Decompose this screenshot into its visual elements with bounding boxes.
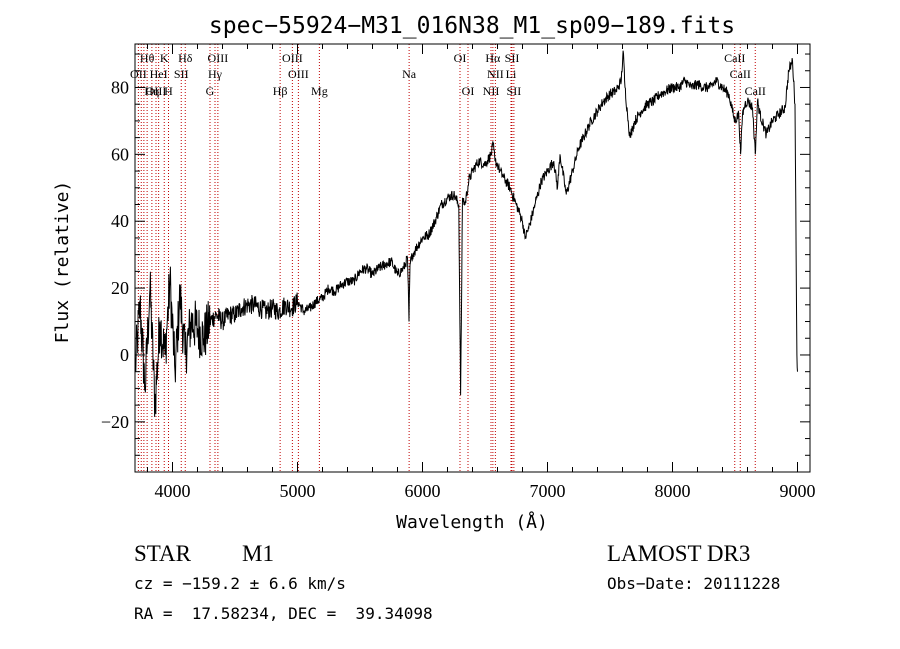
chart-title: spec−55924−M31_016N38_M1_sp09−189.fits (209, 13, 735, 39)
emission-line-label: OI (454, 51, 467, 65)
emission-line-label: OIII (288, 67, 309, 81)
emission-line-label: OII (130, 67, 147, 81)
emission-line-label: Hδ (178, 51, 193, 65)
emission-line-label: CaII (724, 51, 745, 65)
emission-line-label: Hβ (273, 84, 288, 98)
emission-line-label: CaII (730, 67, 751, 81)
emission-line-label: CaII (745, 84, 766, 98)
x-tick-label: 6000 (405, 481, 441, 501)
emission-line-label: OI (462, 84, 475, 98)
emission-line-label: OIII (208, 51, 229, 65)
x-tick-label: 5000 (280, 481, 316, 501)
object-class: STAR (134, 541, 191, 566)
emission-line-label: SII (505, 51, 520, 65)
emission-line-label: G (206, 84, 215, 98)
emission-line-label: Hγ (208, 67, 223, 81)
survey-name: LAMOST DR3 (607, 541, 751, 566)
y-tick-label: 20 (111, 278, 129, 298)
emission-line-label: SII (174, 67, 189, 81)
x-tick-label: 8000 (655, 481, 691, 501)
axis-ticks: 4000 5000 6000 7000 8000 9000 −20 0 20 40 60 80 (101, 44, 816, 501)
y-tick-label: −20 (101, 412, 129, 432)
emission-line-label: Mg (311, 84, 328, 98)
emission-line-label: HeI (150, 67, 168, 81)
emission-line-label: K (160, 51, 169, 65)
obs-date: Obs−Date: 20111228 (607, 574, 781, 593)
emission-line-label: Hθ (140, 51, 155, 65)
emission-line-label: OIII (282, 51, 303, 65)
y-tick-label: 60 (111, 144, 129, 164)
x-tick-label: 9000 (780, 481, 816, 501)
x-axis-label: Wavelength (Å) (396, 511, 548, 533)
x-tick-label: 7000 (530, 481, 566, 501)
emission-line-markers (137, 44, 756, 472)
spectrum-line (134, 50, 798, 417)
object-subclass: M1 (242, 541, 274, 566)
emission-line-label: NII (487, 67, 504, 81)
emission-line-label: H (164, 84, 173, 98)
emission-line-label: Hη (144, 84, 159, 98)
emission-line-label: Hα (485, 51, 501, 65)
emission-line-label: SII (507, 84, 522, 98)
y-tick-label: 0 (120, 345, 129, 365)
coordinates: RA = 17.58234, DEC = 39.34098 (134, 604, 433, 623)
x-tick-label: 4000 (155, 481, 191, 501)
emission-line-label: Li (506, 67, 517, 81)
plot-frame (134, 43, 811, 473)
y-tick-label: 80 (111, 77, 129, 97)
emission-line-label: OIII (146, 84, 167, 98)
y-tick-label: 40 (111, 211, 129, 231)
emission-line-label: NII (483, 84, 500, 98)
redshift-value: cz = −159.2 ± 6.6 km/s (134, 574, 346, 593)
emission-line-label: Na (402, 67, 417, 81)
emission-line-labels: Hθ K Hδ OIII OIII OI Hα SII CaII OII HeI SII Hγ OIII N… (130, 51, 766, 98)
y-axis-label: Flux (relative) (52, 181, 73, 344)
